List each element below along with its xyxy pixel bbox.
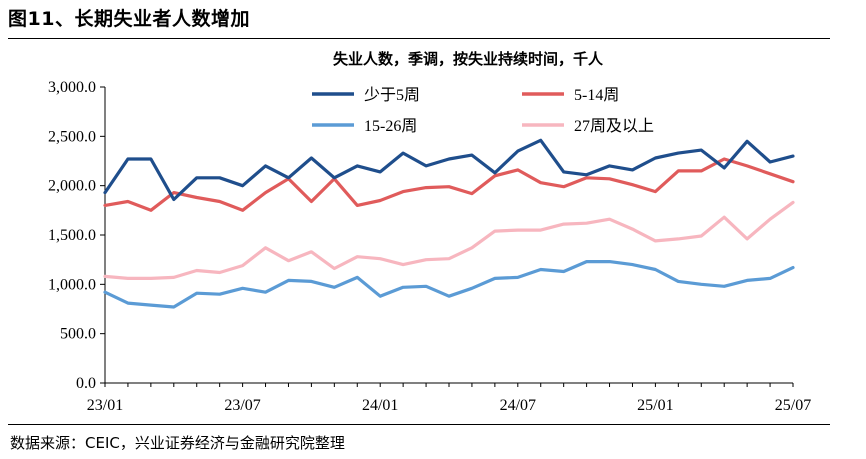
legend-label-0: 少于5周 (364, 86, 420, 104)
x-tick-label: 24/01 (362, 397, 398, 414)
x-tick-label: 24/07 (500, 397, 536, 414)
y-tick-label: 500.0 (60, 326, 96, 343)
y-tick-label: 1,500.0 (48, 227, 96, 244)
y-tick-label: 2,000.0 (48, 178, 96, 195)
source-divider (8, 424, 830, 425)
axes: 0.0 500.0 1,000.0 1,500.0 2,000.0 2,500.0 3,00… (48, 79, 811, 414)
series-line-0 (103, 138, 795, 202)
x-tick-label: 25/07 (775, 397, 811, 414)
y-tick-label: 0.0 (76, 375, 96, 392)
series-line-3 (103, 200, 795, 280)
x-tick-label: 23/01 (87, 397, 123, 414)
y-tick-label: 1,000.0 (48, 276, 96, 293)
title-divider (8, 38, 830, 39)
source-note: 数据来源：CEIC，兴业证券经济与金融研究院整理 (10, 434, 345, 452)
series-line-1 (103, 157, 795, 212)
legend-label-2: 15-26周 (364, 118, 417, 135)
figure-title: 图11、长期失业者人数增加 (8, 8, 250, 30)
y-tick-label: 3,000.0 (48, 79, 96, 96)
line-chart: 失业人数，季调，按失业持续时间，千人 少于5周 5-14周 15-26周 27周及以上… (48, 50, 811, 414)
legend-label-1: 5-14周 (574, 87, 619, 104)
chart-title: 失业人数，季调，按失业持续时间，千人 (333, 50, 604, 68)
legend: 少于5周 5-14周 15-26周 27周及以上 (312, 86, 654, 135)
x-tick-label: 25/01 (637, 397, 673, 414)
series-lines (103, 138, 795, 309)
x-tick-label: 23/07 (224, 397, 260, 414)
legend-label-3: 27周及以上 (574, 117, 654, 135)
y-tick-label: 2,500.0 (48, 128, 96, 145)
series-line-2 (103, 260, 795, 309)
